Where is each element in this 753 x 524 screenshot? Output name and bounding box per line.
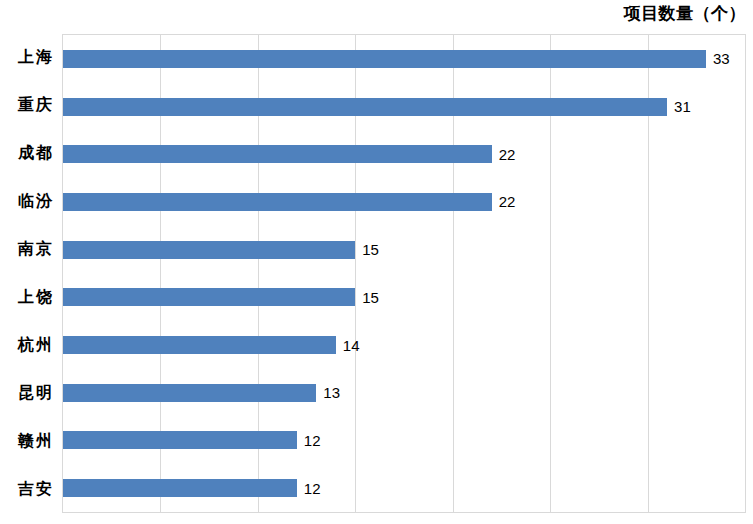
value-label: 22	[499, 146, 516, 163]
category-label: 成都	[0, 130, 54, 178]
bar	[63, 98, 667, 116]
value-label: 22	[499, 193, 516, 210]
value-label: 12	[304, 480, 321, 497]
plot-area: 33 31 22 22 15 15 14 13 12 12	[62, 34, 746, 513]
chart-title: 项目数量（个）	[624, 2, 747, 25]
value-label: 13	[323, 384, 340, 401]
value-label: 15	[362, 241, 379, 258]
category-axis: 上海重庆成都临汾南京上饶杭州昆明赣州吉安	[0, 34, 54, 513]
bar	[63, 241, 355, 259]
category-label: 杭州	[0, 321, 54, 369]
bar-row: 22	[63, 178, 745, 226]
value-label: 33	[713, 50, 730, 67]
category-label: 南京	[0, 226, 54, 274]
category-label: 临汾	[0, 178, 54, 226]
value-label: 31	[674, 98, 691, 115]
bar	[63, 193, 492, 211]
value-label: 14	[343, 337, 360, 354]
bar-row: 14	[63, 321, 745, 369]
bar	[63, 288, 355, 306]
bar-rows: 33 31 22 22 15 15 14 13 12 12	[63, 35, 745, 512]
bar	[63, 336, 336, 354]
bar-row: 31	[63, 83, 745, 131]
bar-row: 13	[63, 369, 745, 417]
category-label: 赣州	[0, 417, 54, 465]
category-label: 上饶	[0, 274, 54, 322]
bar	[63, 431, 297, 449]
bar-row: 12	[63, 464, 745, 512]
category-label: 重庆	[0, 82, 54, 130]
value-label: 12	[304, 432, 321, 449]
bar-row: 15	[63, 226, 745, 274]
bar	[63, 145, 492, 163]
category-label: 昆明	[0, 369, 54, 417]
bar	[63, 50, 706, 68]
category-label: 吉安	[0, 465, 54, 513]
bar-row: 33	[63, 35, 745, 83]
category-label: 上海	[0, 34, 54, 82]
bar	[63, 384, 316, 402]
bar-row: 22	[63, 130, 745, 178]
bar	[63, 479, 297, 497]
bar-chart: 项目数量（个） 上海重庆成都临汾南京上饶杭州昆明赣州吉安 33 31 22 22 15 1…	[0, 0, 753, 524]
bar-row: 12	[63, 417, 745, 465]
bar-row: 15	[63, 274, 745, 322]
value-label: 15	[362, 289, 379, 306]
